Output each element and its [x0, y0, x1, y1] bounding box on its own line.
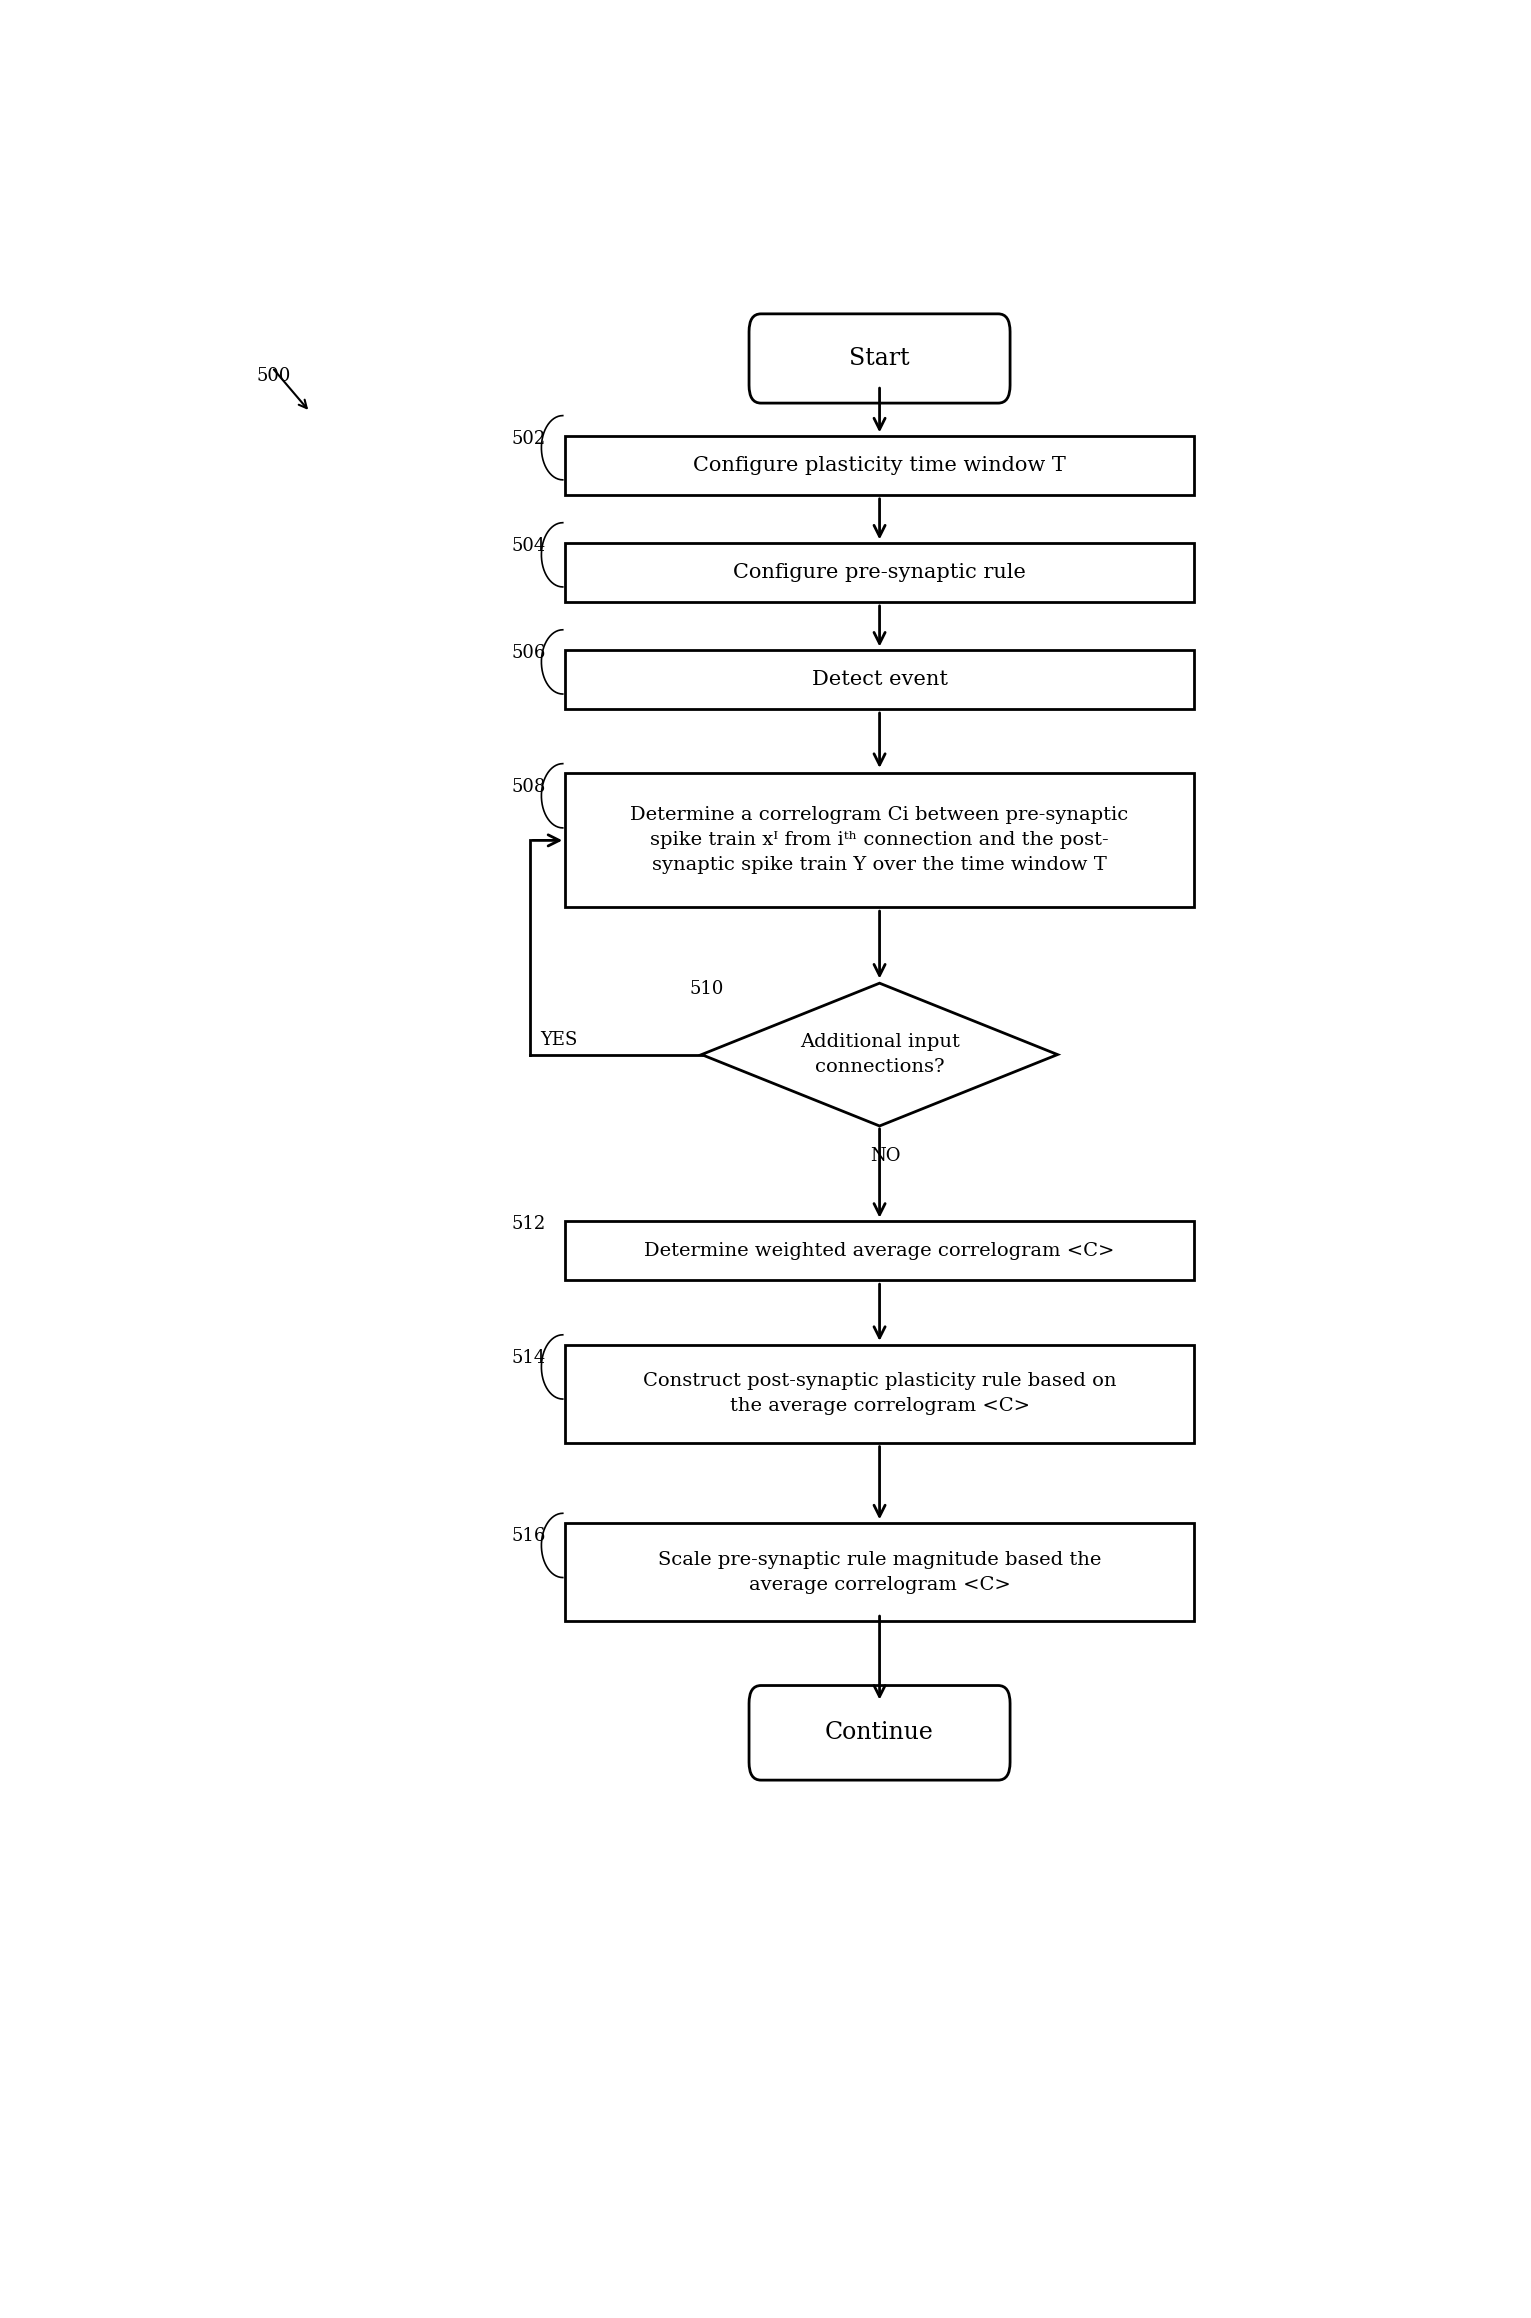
- Polygon shape: [701, 983, 1058, 1127]
- Text: 504: 504: [511, 538, 547, 554]
- Text: 512: 512: [511, 1215, 547, 1233]
- Text: Scale pre-synaptic rule magnitude based the
average correlogram <C>: Scale pre-synaptic rule magnitude based …: [658, 1551, 1101, 1595]
- Text: Additional input
connections?: Additional input connections?: [799, 1034, 960, 1076]
- Text: Start: Start: [850, 348, 909, 371]
- FancyBboxPatch shape: [749, 1685, 1010, 1780]
- Bar: [565, 1523, 1194, 1620]
- Text: Construct post-synaptic plasticity rule based on
the average correlogram <C>: Construct post-synaptic plasticity rule …: [643, 1372, 1116, 1416]
- Text: 508: 508: [511, 779, 547, 795]
- Bar: [565, 774, 1194, 906]
- Text: 500: 500: [257, 366, 291, 385]
- Bar: [565, 1344, 1194, 1442]
- Text: Detect event: Detect event: [811, 670, 948, 688]
- Text: Configure plasticity time window T: Configure plasticity time window T: [694, 457, 1066, 475]
- Text: 506: 506: [511, 644, 547, 663]
- Text: Determine weighted average correlogram <C>: Determine weighted average correlogram <…: [645, 1242, 1115, 1261]
- FancyBboxPatch shape: [749, 313, 1010, 403]
- Text: Determine a correlogram Ci between pre-synaptic
spike train xᴵ from iᵗʰ connecti: Determine a correlogram Ci between pre-s…: [631, 807, 1128, 874]
- Text: 502: 502: [511, 429, 547, 447]
- Text: Continue: Continue: [825, 1722, 934, 1745]
- Text: 510: 510: [689, 981, 724, 997]
- Bar: [565, 1222, 1194, 1280]
- Bar: [565, 436, 1194, 496]
- Bar: [565, 651, 1194, 709]
- Text: YES: YES: [540, 1032, 577, 1050]
- Bar: [565, 542, 1194, 603]
- Text: NO: NO: [870, 1147, 900, 1166]
- Text: Configure pre-synaptic rule: Configure pre-synaptic rule: [733, 563, 1026, 582]
- Text: 514: 514: [511, 1349, 547, 1368]
- Text: 516: 516: [511, 1528, 547, 1546]
